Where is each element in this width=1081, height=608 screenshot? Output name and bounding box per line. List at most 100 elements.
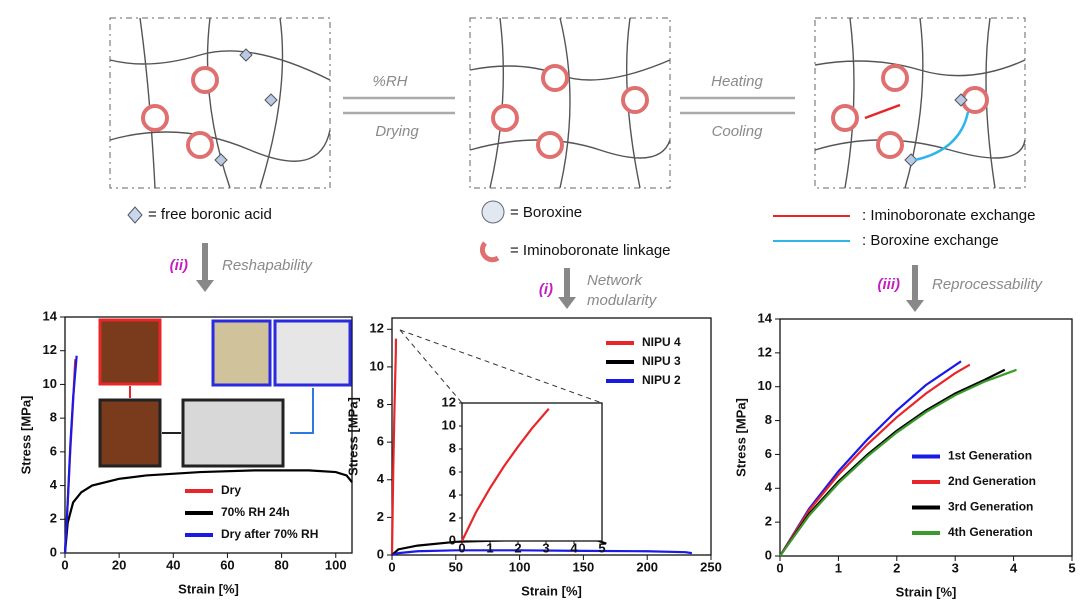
network-1-chains	[109, 17, 331, 189]
network-3-chains	[814, 17, 1026, 189]
y-tick-label: 0	[765, 547, 772, 562]
y-tick-label: 6	[377, 434, 384, 449]
transition-backward: Drying	[375, 123, 419, 140]
legend-text: = Iminoboronate linkage	[510, 242, 671, 259]
network-1	[109, 17, 331, 189]
y-tick-label: 4	[765, 480, 773, 495]
series-line	[390, 338, 398, 556]
y-tick-label: 4	[50, 477, 58, 492]
series-line	[779, 363, 971, 557]
x-tick-label: 0	[388, 559, 395, 574]
x-tick-label: 150	[573, 559, 595, 574]
y-tick-label: 0	[50, 544, 57, 559]
boronic-acids	[214, 48, 968, 167]
y-tick-label: 2	[449, 509, 456, 524]
y-tick-label: 10	[442, 417, 456, 432]
y-tick-label: 0	[377, 546, 384, 561]
legend-label: Dry after 70% RH	[221, 527, 318, 541]
legend-label: NIPU 2	[642, 373, 681, 387]
x-tick-label: 250	[700, 559, 722, 574]
y-tick-label: 12	[442, 394, 456, 409]
x-tick-label: 2	[514, 540, 521, 555]
transition-forward: %RH	[372, 73, 407, 90]
transition-forward: Heating	[711, 73, 763, 90]
y-axis-title: Stress [MPa]	[733, 398, 748, 477]
x-tick-label: 4	[570, 540, 578, 555]
legend-label: 1st Generation	[948, 449, 1032, 463]
x-tick-label: 20	[112, 557, 126, 572]
x-tick-label: 100	[509, 559, 531, 574]
legend-text: = Boroxine	[510, 204, 582, 221]
y-axis-title: Stress [MPa]	[345, 397, 360, 476]
process-label: (iii)	[878, 276, 901, 293]
series-line	[391, 549, 693, 557]
y-tick-label: 2	[50, 511, 57, 526]
y-tick-label: 6	[50, 443, 57, 458]
exchange-arrow-blue	[914, 111, 970, 162]
equilibrium-arrows	[343, 96, 795, 115]
legend-label: 2nd Generation	[948, 474, 1036, 488]
x-axis-title: Strain [%]	[521, 583, 582, 598]
x-tick-label: 3	[542, 540, 549, 555]
exchange-arrow-red	[864, 103, 901, 120]
network-3	[814, 17, 1026, 189]
linkage-icon	[479, 241, 500, 263]
x-tick-label: 1	[835, 560, 842, 575]
x-tick-label: 0	[458, 540, 465, 555]
legend-label: 3rd Generation	[948, 500, 1033, 514]
linkages	[141, 64, 989, 159]
legend-text: = free boronic acid	[148, 206, 272, 223]
process-name: Reprocessability	[932, 276, 1044, 293]
y-tick-label: 10	[43, 376, 57, 391]
x-tick-label: 60	[220, 557, 234, 572]
process-name: modularity	[587, 292, 658, 309]
y-tick-label: 8	[449, 440, 456, 455]
zoom-lines	[399, 329, 603, 404]
y-tick-label: 12	[43, 342, 57, 357]
legend-label: 4th Generation	[948, 525, 1033, 539]
photo-insets	[98, 318, 352, 468]
process-arrows	[196, 243, 924, 312]
legend-text: : Boroxine exchange	[862, 232, 999, 249]
series-line	[63, 355, 78, 554]
process-name: Reshapability	[222, 257, 314, 274]
boroxine-icon	[481, 200, 505, 224]
y-tick-label: 14	[43, 308, 58, 323]
y-axis-title: Stress [MPa]	[18, 396, 33, 475]
plot-frame	[461, 402, 603, 542]
x-tick-label: 1	[486, 540, 493, 555]
y-tick-label: 12	[370, 321, 384, 336]
legend-label: NIPU 3	[642, 354, 681, 368]
legend-label: Dry	[221, 483, 241, 497]
x-tick-label: 5	[1068, 560, 1075, 575]
x-tick-label: 4	[1010, 560, 1018, 575]
y-tick-label: 8	[377, 396, 384, 411]
y-tick-label: 10	[758, 378, 772, 393]
y-tick-label: 0	[449, 532, 456, 547]
x-tick-label: 40	[166, 557, 180, 572]
boronic-acid-icon	[127, 206, 143, 224]
x-tick-label: 0	[776, 560, 783, 575]
process-label: (i)	[539, 281, 553, 298]
series-line	[461, 408, 550, 542]
y-tick-label: 14	[758, 310, 773, 325]
legend-text: : Iminoboronate exchange	[862, 207, 1035, 224]
transition-backward: Cooling	[712, 123, 764, 140]
x-tick-label: 50	[449, 559, 463, 574]
process-name: Network	[587, 272, 644, 289]
legend-label: 70% RH 24h	[221, 505, 290, 519]
x-tick-label: 5	[598, 540, 605, 555]
y-tick-label: 8	[50, 410, 57, 425]
y-tick-label: 4	[449, 486, 457, 501]
plot-frame	[779, 318, 1073, 557]
y-tick-label: 4	[377, 471, 385, 486]
x-tick-label: 80	[274, 557, 288, 572]
y-tick-label: 6	[449, 463, 456, 478]
x-tick-label: 2	[893, 560, 900, 575]
legend-label: NIPU 4	[642, 335, 681, 349]
y-tick-label: 10	[370, 358, 384, 373]
process-label: (ii)	[170, 257, 188, 274]
series-line	[779, 368, 1006, 557]
x-tick-label: 200	[636, 559, 658, 574]
